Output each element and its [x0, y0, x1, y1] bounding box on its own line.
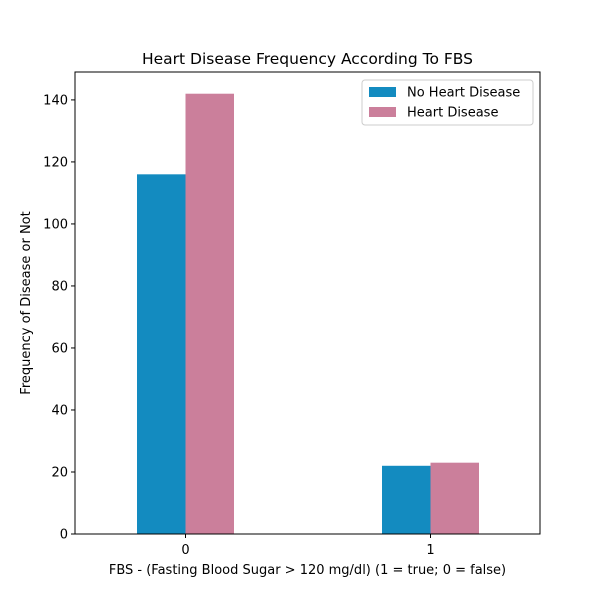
bars	[137, 93, 479, 534]
x-axis-label: FBS - (Fasting Blood Sugar > 120 mg/dl) …	[109, 563, 506, 578]
y-axis-label: Frequency of Disease or Not	[19, 211, 34, 394]
y-axis-ticks: 0 20 40 60 80 100 120 140	[43, 93, 75, 543]
legend: No Heart Disease Heart Disease	[361, 79, 534, 126]
plot-frame	[74, 71, 541, 535]
x-tick-label: 0	[181, 543, 189, 558]
chart-title: Heart Disease Frequency According To FBS	[142, 50, 473, 68]
bar-no-heart-disease-0	[137, 174, 186, 534]
y-tick-label: 20	[51, 465, 68, 480]
y-tick-label: 0	[60, 528, 68, 543]
y-tick-label: 80	[51, 279, 68, 294]
y-tick-label: 140	[43, 93, 68, 108]
legend-swatch	[369, 107, 396, 117]
legend-label: Heart Disease	[407, 106, 498, 121]
x-tick-label: 1	[426, 543, 434, 558]
y-tick-label: 40	[51, 403, 68, 418]
legend-box	[361, 79, 534, 126]
y-tick-label: 60	[51, 341, 68, 356]
y-tick-label: 120	[43, 155, 68, 170]
bar-heart-disease-1	[430, 462, 479, 534]
bar-no-heart-disease-1	[382, 465, 431, 534]
legend-label: No Heart Disease	[407, 86, 520, 101]
legend-swatch	[369, 87, 396, 97]
bar-heart-disease-0	[185, 93, 234, 534]
y-tick-label: 100	[43, 217, 68, 232]
